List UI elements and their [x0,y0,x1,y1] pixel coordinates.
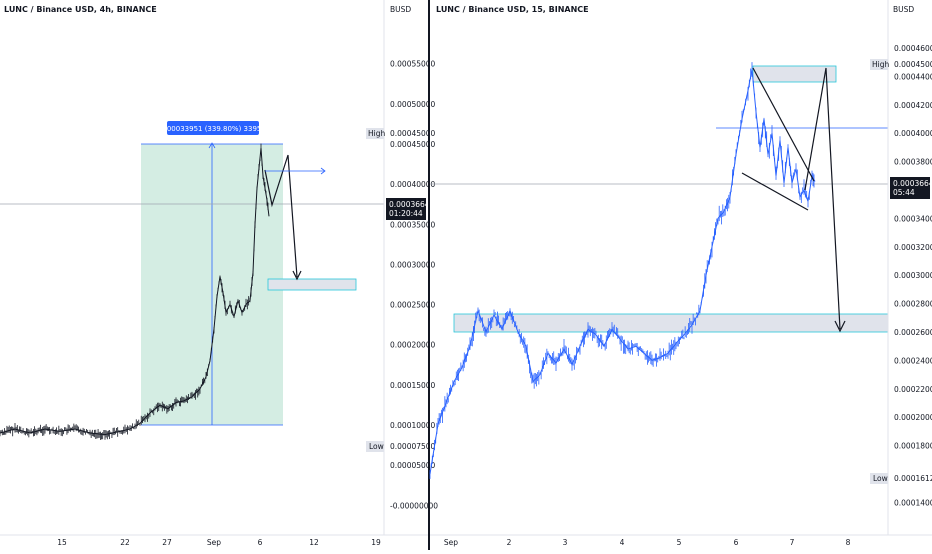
left-low-tag [366,441,384,452]
right-xtick-label: Sep [444,538,458,547]
left-current-price: 0.00036644 [389,200,435,209]
right-wedge-lower [741,172,809,211]
ytick-label: 0.00046000 [894,44,932,53]
right-xtick-label: 5 [677,538,682,547]
left-xaxis: 15 22 27 Sep 6 12 19 [57,538,381,547]
right-xtick-label: 6 [734,538,739,547]
left-xtick-label: 22 [120,538,130,547]
ytick-label: 0.00035000 [390,220,436,229]
ytick-label: 0.00034000 [894,214,932,223]
left-xtick-label: 12 [309,538,319,547]
left-projection-path [264,154,298,278]
ytick-label: 0.00055000 [390,60,436,69]
left-price-series [0,143,270,440]
left-chart: LUNC / Binance USD, 4h, BINANCE 0.000339… [0,0,438,547]
price-line [429,69,816,475]
ytick-label: -0.00000000 [390,501,438,510]
left-xtick-label: 19 [371,538,381,547]
right-xtick-label: 4 [620,538,625,547]
left-low-value: 0.00007500 [390,442,436,451]
right-wedge-upper [752,67,815,182]
left-current-price-badge [386,198,426,220]
ytick-label: 0.00030000 [390,260,436,269]
ytick-label: 0.00024000 [894,356,932,365]
ytick-label: 0.00020000 [894,413,932,422]
ytick-label: 0.00014000 [894,498,932,507]
ytick-label: 0.00044000 [894,72,932,81]
left-measure-label: 0.00033951 (339.80%) 33951 [160,125,266,133]
left-xtick-label: 6 [258,538,263,547]
left-high-label: High [368,129,385,138]
left-xtick-label: 15 [57,538,67,547]
ytick-label: 0.00038000 [894,158,932,167]
right-yaxis: 0.00046000 0.00044000 0.00042000 0.00040000… [894,44,932,507]
right-quote-currency: BUSD [893,5,914,14]
pane-divider [428,0,430,550]
left-support-zone [267,278,357,291]
left-target-ray-arrow-icon [320,167,326,175]
left-measure-arrow-icon [208,142,216,149]
left-chart-title: LUNC / Binance USD, 4h, BINANCE [4,5,157,14]
left-projection-arrow-icon [292,270,302,281]
left-xtick-label: 27 [162,538,172,547]
right-low-value: 0.00016120 [894,474,932,483]
ytick-label: 0.00042000 [894,101,932,110]
right-xtick-label: 3 [563,538,568,547]
ytick-label: 0.00026000 [894,328,932,337]
ytick-label: 0.00030000 [894,271,932,280]
right-xtick-label: 2 [507,538,512,547]
left-high-tag [366,128,384,139]
ytick-label: 0.00032000 [894,243,932,252]
right-low-label: Low [873,474,888,483]
right-high-value: 0.00045000 [894,60,932,69]
ytick-label: 0.00045000 [390,140,436,149]
left-high-value: 0.00045000 [390,129,436,138]
ytick-label: 0.00022000 [894,385,932,394]
right-projection-path [804,67,841,330]
right-current-price-badge [890,177,930,199]
right-current-price: 0.00036644 [893,179,932,188]
left-quote-currency: BUSD [390,5,411,14]
ytick-label: 0.00020000 [390,341,436,350]
ytick-label: 0.00025000 [390,301,436,310]
right-xtick-label: 8 [846,538,851,547]
ytick-label: 0.00040000 [390,180,436,189]
right-countdown: 05:44 [893,188,915,197]
left-xtick-label: Sep [207,538,221,547]
right-low-tag [870,473,888,484]
ytick-label: 0.00018000 [894,442,932,451]
right-chart: LUNC / Binance USD, 15, BINANCE BUSD 0.0… [429,0,932,547]
left-yaxis: 0.00055000 0.00050000 0.00045000 0.00040000… [390,60,438,511]
right-xtick-label: 7 [790,538,795,547]
ytick-label: 0.00028000 [894,300,932,309]
ytick-label: 0.00015000 [390,381,436,390]
right-chart-title: LUNC / Binance USD, 15, BINANCE [436,5,589,14]
right-target-zone [752,65,837,83]
ytick-label: 0.00040000 [894,129,932,138]
right-price-series [429,62,816,479]
right-high-label: High [872,60,889,69]
right-high-tag [870,59,888,70]
right-projection-arrow-icon [834,320,846,333]
left-countdown: 01:20:44 [389,209,423,218]
price-line [0,147,270,436]
ytick-label: 0.00050000 [390,100,436,109]
left-low-label: Low [369,442,384,451]
ytick-label: 0.00005000 [390,461,436,470]
right-xaxis: Sep 2 3 4 5 6 7 8 [444,538,851,547]
left-measure-label-box [167,121,259,135]
ytick-label: 0.00010000 [390,421,436,430]
